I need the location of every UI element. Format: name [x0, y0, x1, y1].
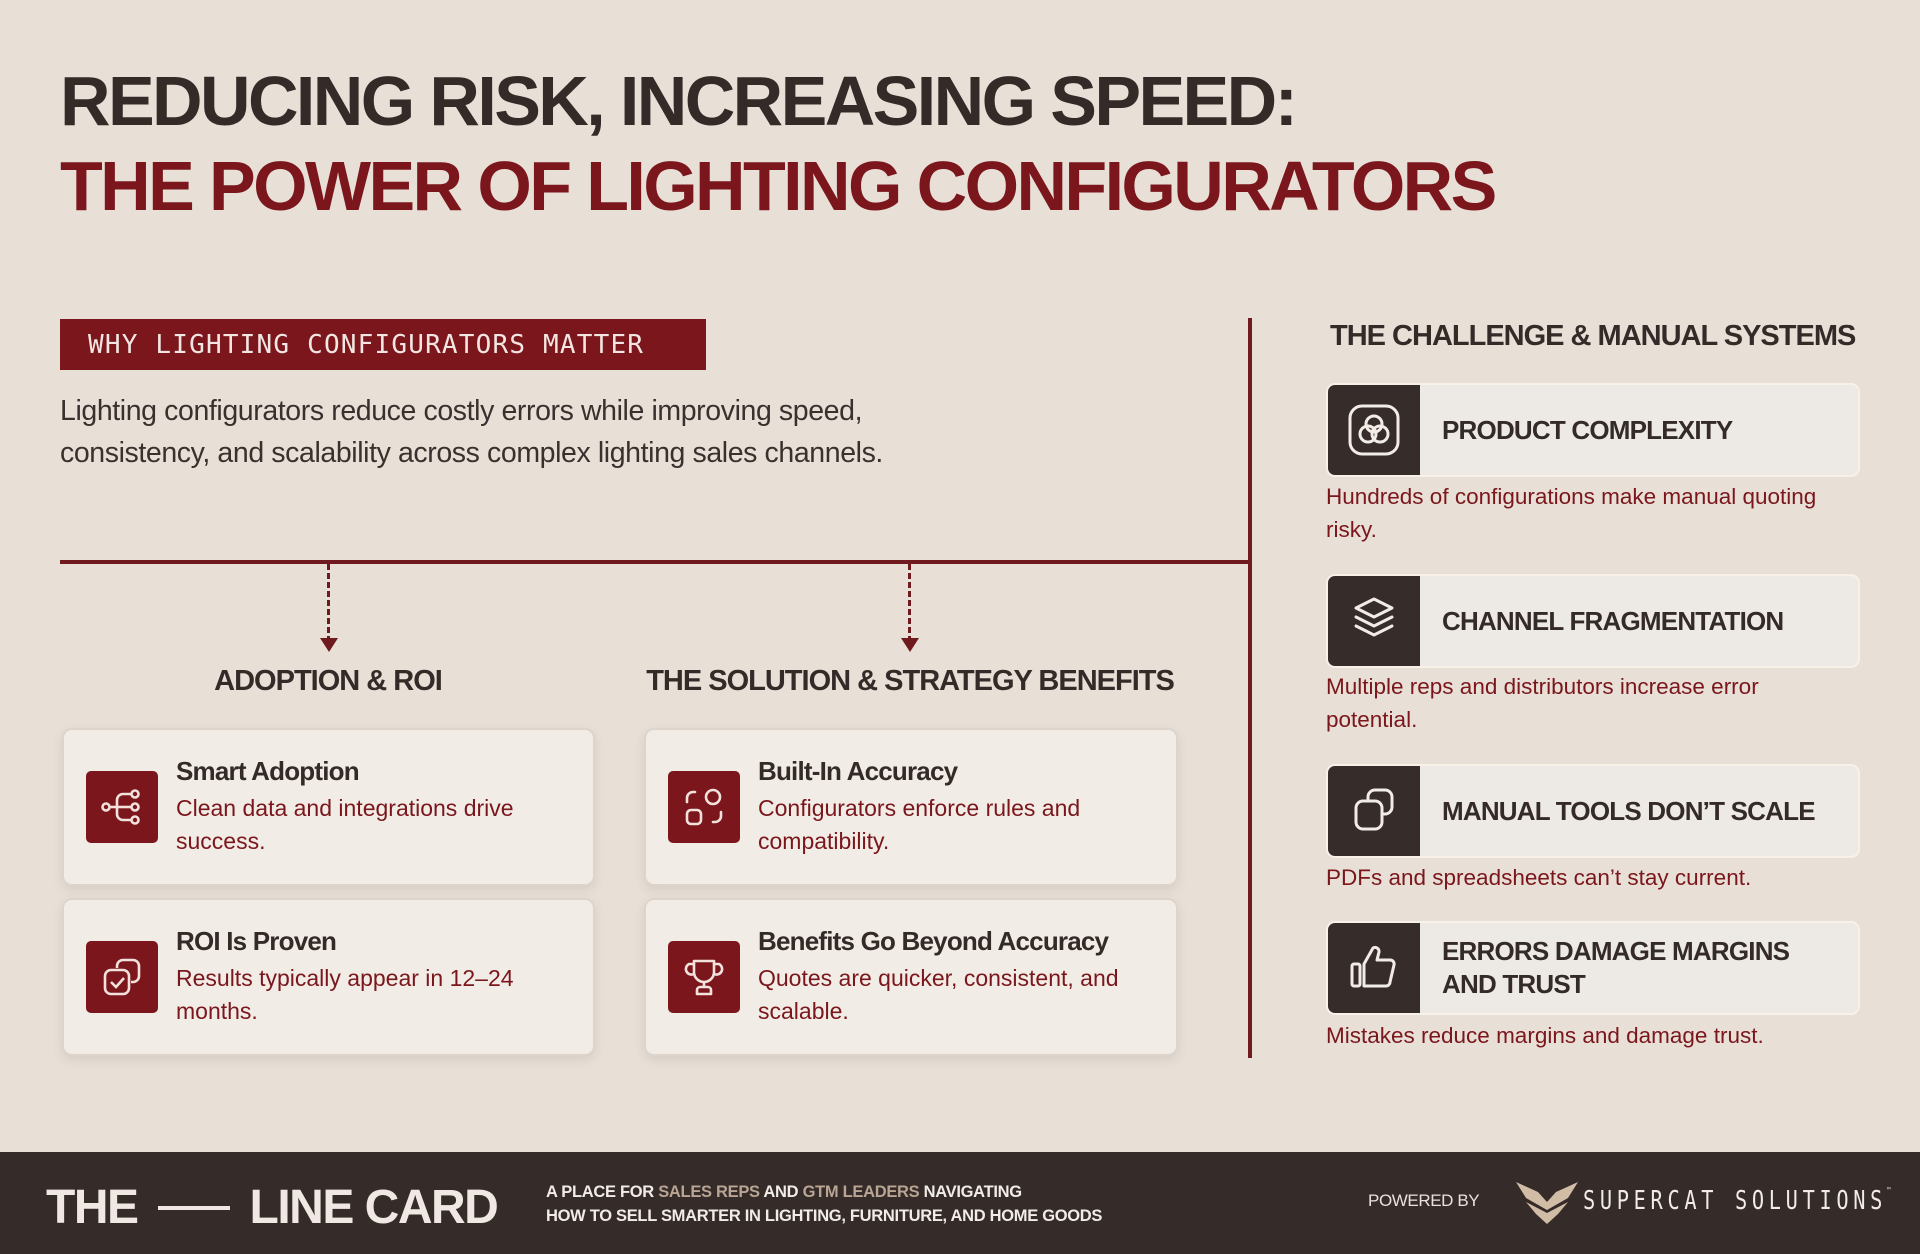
card-description: Configurators enforce rules and compatib… — [758, 792, 1080, 858]
card-description: Results typically appear in 12–24 months… — [176, 962, 514, 1028]
desc-line: Mistakes reduce margins and damage trust… — [1326, 1023, 1764, 1048]
copy-squares-icon — [1328, 766, 1420, 856]
brand-rule — [157, 1205, 230, 1210]
brand-line-card: LINE CARD — [249, 1181, 499, 1234]
page-title-line2: THE POWER OF LIGHTING CONFIGURATORS — [60, 147, 1497, 225]
tagline-highlight: SALES REPS — [658, 1183, 760, 1201]
desc-line: Hundreds of configurations make manual q… — [1326, 484, 1817, 509]
challenge-manual-tools: MANUAL TOOLS DON’T SCALE — [1326, 764, 1860, 858]
challenges-heading: THE CHALLENGE & MANUAL SYSTEMS — [1330, 320, 1856, 352]
card-title: ROI Is Proven — [176, 926, 337, 956]
tagline-line1: A PLACE FOR SALES REPS AND GTM LEADERS N… — [546, 1180, 1102, 1204]
desc-line: Multiple reps and distributors increase … — [1326, 674, 1759, 699]
challenge-label: MANUAL TOOLS DON’T SCALE — [1442, 795, 1816, 828]
tagline-line2: HOW TO SELL SMARTER IN LIGHTING, FURNITU… — [546, 1207, 1103, 1225]
card-benefits-beyond-accuracy: Benefits Go Beyond Accuracy Quotes are q… — [644, 898, 1178, 1056]
column-heading-solution: THE SOLUTION & STRATEGY BENEFITS — [646, 665, 1175, 697]
company-name: SUPERCAT SOLUTIONS — [1583, 1186, 1888, 1216]
card-smart-adoption: Smart Adoption Clean data and integratio… — [62, 728, 595, 886]
desc-line: Clean data and integrations drive — [176, 795, 514, 821]
card-title: Built-In Accuracy — [758, 756, 958, 786]
challenge-product-complexity: PRODUCT COMPLEXITY — [1326, 383, 1860, 477]
challenge-label: ERRORS DAMAGE MARGINS AND TRUST — [1442, 935, 1790, 1001]
challenge-description: PDFs and spreadsheets can’t stay current… — [1326, 861, 1866, 894]
challenge-description: Hundreds of configurations make manual q… — [1326, 480, 1866, 546]
intro-paragraph: Lighting configurators reduce costly err… — [60, 390, 1020, 474]
card-title: Benefits Go Beyond Accuracy — [758, 926, 1109, 956]
footer-tagline: A PLACE FOR SALES REPS AND GTM LEADERS N… — [546, 1180, 1102, 1228]
supercat-wings-icon — [1516, 1180, 1578, 1229]
tagline-text: A PLACE FOR — [546, 1183, 659, 1201]
desc-line: success. — [176, 828, 266, 854]
brand-logo-line-card: THE LINE CARD — [46, 1180, 499, 1235]
stacked-check-icon — [86, 941, 158, 1013]
desc-line: Results typically appear in 12–24 — [176, 965, 514, 991]
tagline-text: NAVIGATING — [919, 1183, 1022, 1201]
desc-line: Quotes are quicker, consistent, and — [758, 965, 1119, 991]
trophy-icon — [668, 941, 740, 1013]
dashed-connector — [908, 564, 911, 642]
supercat-wordmark: SUPERCAT SOLUTIONS™ — [1583, 1186, 1891, 1216]
trademark: ™ — [1887, 1186, 1891, 1195]
thumbs-up-icon — [1328, 923, 1420, 1013]
desc-line: months. — [176, 998, 258, 1024]
desc-line: PDFs and spreadsheets can’t stay current… — [1326, 865, 1752, 890]
brand-the: THE — [46, 1181, 139, 1234]
page-title-line1: REDUCING RISK, INCREASING SPEED: — [60, 62, 1298, 140]
connector-horizontal-line — [60, 560, 1252, 564]
label-line: AND TRUST — [1442, 969, 1586, 999]
challenge-label: PRODUCT COMPLEXITY — [1442, 414, 1733, 447]
desc-line: Configurators enforce rules and — [758, 795, 1081, 821]
branch-network-icon — [86, 771, 158, 843]
badge-label: WHY LIGHTING CONFIGURATORS MATTER — [88, 329, 645, 360]
three-circles-icon — [1328, 385, 1420, 475]
desc-line: compatibility. — [758, 828, 890, 854]
challenge-description: Multiple reps and distributors increase … — [1326, 670, 1866, 736]
challenge-errors-damage: ERRORS DAMAGE MARGINS AND TRUST — [1326, 921, 1860, 1015]
intro-line: Lighting configurators reduce costly err… — [60, 395, 863, 427]
desc-line: scalable. — [758, 998, 849, 1024]
card-description: Clean data and integrations drive succes… — [176, 792, 514, 858]
dashed-connector — [327, 564, 330, 642]
section-divider-vertical — [1248, 318, 1252, 1058]
footer-bar — [0, 1152, 1920, 1254]
powered-by-label: POWERED BY — [1368, 1191, 1480, 1210]
challenge-label: CHANNEL FRAGMENTATION — [1442, 605, 1784, 638]
card-description: Quotes are quicker, consistent, and scal… — [758, 962, 1119, 1028]
tagline-text: AND — [759, 1183, 803, 1201]
challenge-channel-fragmentation: CHANNEL FRAGMENTATION — [1326, 574, 1860, 668]
arrow-down-icon — [320, 638, 338, 652]
label-line: CHANNEL FRAGMENTATION — [1442, 605, 1784, 636]
arrow-down-icon — [901, 638, 919, 652]
intro-line: consistency, and scalability across comp… — [60, 437, 883, 469]
column-heading-adoption: ADOPTION & ROI — [214, 665, 443, 697]
card-roi-proven: ROI Is Proven Results typically appear i… — [62, 898, 595, 1056]
challenge-description: Mistakes reduce margins and damage trust… — [1326, 1019, 1866, 1052]
layers-icon — [1328, 576, 1420, 666]
shapes-cycle-icon — [668, 771, 740, 843]
card-built-in-accuracy: Built-In Accuracy Configurators enforce … — [644, 728, 1178, 886]
desc-line: potential. — [1326, 707, 1418, 732]
label-line: PRODUCT COMPLEXITY — [1442, 414, 1733, 445]
tagline-highlight: GTM LEADERS — [802, 1183, 920, 1201]
label-line: ERRORS DAMAGE MARGINS — [1442, 936, 1790, 966]
section-badge: WHY LIGHTING CONFIGURATORS MATTER — [60, 319, 706, 370]
desc-line: risky. — [1326, 517, 1377, 542]
card-title: Smart Adoption — [176, 756, 360, 786]
label-line: MANUAL TOOLS DON’T SCALE — [1442, 795, 1816, 826]
